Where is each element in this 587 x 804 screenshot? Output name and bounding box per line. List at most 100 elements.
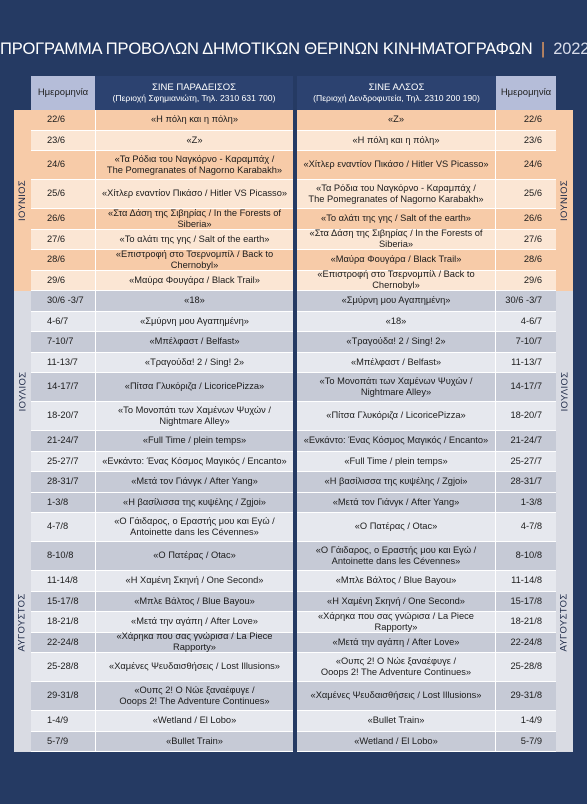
film-cell-paradeisos: «Στα Δάση της Σιβηρίας / In the Forests … (95, 207, 293, 230)
date-cell-left: 25/6 (31, 180, 95, 209)
film-cell-paradeisos: «Ουπς 2! Ο Νώε ξαναέφυγε / Ooops 2! The A… (95, 682, 293, 711)
table-header: Ημερομηνία ΣΙΝΕ ΠΑΡΑΔΕΙΣΟΣ (Περιοχή Σφημ… (31, 76, 556, 110)
table-row: 8-10/8 «Ο Πατέρας / Otac» «Ο Γάιδαρος, ο Ε… (31, 542, 556, 571)
film-cell-alsos: «Το αλάτι της γης / Salt of the earth» (297, 209, 496, 230)
film-cell-paradeisos: «Μετά τον Γιάνγκ / After Yang» (95, 472, 293, 493)
film-title-line: «Επιστροφή στο Τσερνομπίλ / Back to Cher… (115, 248, 274, 270)
film-title-line: «Η βασίλισσα της κυψέλης / Zgjoi» (123, 496, 266, 507)
film-cell-alsos: «Η πόλη και η πόλη» (297, 130, 496, 151)
month-label-text: ΑΥΓΟΥΣΤΟΣ (559, 593, 570, 652)
film-title-line: «Ζ» (387, 114, 405, 125)
date-cell-left: 28-31/7 (31, 472, 95, 493)
schedule-table: Ημερομηνία ΣΙΝΕ ΠΑΡΑΔΕΙΣΟΣ (Περιοχή Σφημ… (31, 76, 556, 752)
table-row: 25-28/8 «Χαμένες Ψευδαισθήσεις / Lost Ill… (31, 653, 556, 682)
film-cell-alsos: «Bullet Train» (297, 711, 496, 732)
column-divider (293, 270, 297, 291)
date-cell-right: 21-24/7 (496, 431, 556, 452)
table-row: 22-24/8 «Χάρηκα που σας γνώρισα / La Piec… (31, 631, 556, 653)
date-cell-left: 29/6 (31, 270, 95, 291)
date-cell-left: 11-13/7 (31, 352, 95, 373)
film-cell-paradeisos: «Τα Ρόδια του Ναγκόρνο - Καραμπάχ / The P… (95, 151, 293, 180)
column-divider (293, 711, 297, 732)
film-cell-paradeisos: «Μαύρα Φουγάρα / Black Trail» (95, 270, 293, 291)
cinema1-info: (Περιοχή Σφημιανιώτη, Τηλ. 2310 631 700) (112, 92, 276, 103)
table-row: 23/6 «Ζ» «Η πόλη και η πόλη» 23/6 (31, 130, 556, 151)
film-cell-paradeisos: «Μπλε Βάλτος / Blue Bayou» (95, 591, 293, 612)
column-divider (293, 612, 297, 633)
column-divider (293, 76, 297, 110)
film-title-line: «Το Μονοπάτι των Χαμένων Ψυχών / (118, 404, 271, 415)
header-cinema-paradeisos: ΣΙΝΕ ΠΑΡΑΔΕΙΣΟΣ (Περιοχή Σφημιανιώτη, Τη… (95, 76, 293, 110)
column-divider (293, 472, 297, 493)
column-divider (293, 492, 297, 513)
film-title-line: The Pomegranates of Nagorno Karabakh» (106, 165, 283, 175)
table-row: 7-10/7 «Μπέλφαστ / Belfast» «Τραγούδα! 2 /… (31, 332, 556, 353)
film-cell-paradeisos: «Wetland / El Lobo» (95, 711, 293, 732)
film-title-line: «Χάρηκα που σας γνώρισα / La Piece Rappo… (116, 631, 273, 653)
date-cell-left: 4-7/8 (31, 513, 95, 542)
title-year: 2022 (553, 40, 587, 58)
film-cell-alsos: «Ο Γάιδαρος, ο Εραστής μου και Εγώ / Anto… (297, 542, 496, 571)
column-divider (293, 632, 297, 653)
date-cell-right: 18-21/8 (496, 612, 556, 633)
date-cell-right: 22-24/8 (496, 632, 556, 653)
film-title-line: «Χαμένες Ψευδαισθήσεις / Lost Illusions» (109, 661, 280, 672)
film-title-line: «Η βασίλισσα της κυψέλης / Zgjoi» (324, 476, 468, 487)
month-label-left: ΙΟΥΝΙΟΣ (14, 110, 31, 291)
film-cell-alsos: «Ζ» (297, 110, 496, 131)
month-label-text: ΑΥΓΟΥΣΤΟΣ (17, 593, 28, 652)
table-row: 22/6 «Η πόλη και η πόλη» «Ζ» 22/6 (31, 110, 556, 131)
title-main: ΠΡΟΓΡΑΜΜΑ ΠΡΟΒΟΛΩΝ ΔΗΜΟΤΙΚΩΝ ΘΕΡΙΝΩΝ ΚΙΝ… (0, 40, 533, 58)
film-title-line: Antoinette dans les Cévennes» (130, 527, 259, 537)
film-title-line: «Επιστροφή στο Τσερνομπίλ / Back to Cher… (317, 269, 475, 291)
column-divider (293, 291, 297, 312)
date-cell-right: 24/6 (496, 151, 556, 180)
film-cell-alsos: «Σμύρνη μου Αγαπημένη» (297, 291, 496, 312)
film-cell-paradeisos: «Μπέλφαστ / Belfast» (95, 332, 293, 353)
date-cell-left: 1-4/9 (31, 711, 95, 732)
film-cell-alsos: «Χαμένες Ψευδαισθήσεις / Lost Illusions» (297, 682, 496, 711)
column-divider (293, 151, 297, 180)
date-cell-left: 5-7/9 (31, 731, 95, 752)
film-title-line: «Σμύρνη μου Αγαπημένη» (341, 295, 451, 306)
date-cell-left: 1-3/8 (31, 492, 95, 513)
film-title-line: «Στα Δάση της Σιβηρίας / In the Forests … (108, 207, 281, 229)
column-divider (293, 250, 297, 271)
column-divider (293, 110, 297, 131)
film-cell-alsos: «Μαύρα Φουγάρα / Black Trail» (297, 250, 496, 271)
film-cell-paradeisos: «Ζ» (95, 130, 293, 151)
date-cell-left: 14-17/7 (31, 373, 95, 402)
column-divider (293, 513, 297, 542)
film-title-line: «Η πόλη και η πόλη» (352, 134, 440, 145)
film-title-line: «18» (385, 315, 407, 326)
header-date-right: Ημερομηνία (496, 76, 556, 110)
film-cell-alsos: «Χίτλερ εναντίον Πικάσο / Hitler VS Pica… (297, 151, 496, 180)
date-cell-right: 7-10/7 (496, 332, 556, 353)
film-cell-alsos: «Μπλε Βάλτος / Blue Bayou» (297, 571, 496, 592)
film-cell-alsos: «Ο Πατέρας / Otac» (297, 513, 496, 542)
film-cell-alsos: «Μπέλφαστ / Belfast» (297, 352, 496, 373)
month-label-text: ΙΟΥΝΙΟΣ (559, 180, 571, 221)
column-divider (293, 682, 297, 711)
column-divider (293, 731, 297, 752)
date-cell-right: 28-31/7 (496, 472, 556, 493)
column-divider (293, 542, 297, 571)
month-label-left: ΑΥΓΟΥΣΤΟΣ (14, 492, 31, 752)
month-label-right: ΑΥΓΟΥΣΤΟΣ (556, 492, 573, 752)
month-label-right: ΙΟΥΛΙΟΣ (556, 291, 573, 493)
date-cell-left: 7-10/7 (31, 332, 95, 353)
film-title-line: «Η πόλη και η πόλη» (151, 114, 238, 125)
date-cell-left: 18-21/8 (31, 612, 95, 633)
table-row: 25-27/7 «Ενκάντο: Ένας Κόσμος Μαγικός / E… (31, 451, 556, 472)
film-cell-paradeisos: «Επιστροφή στο Τσερνομπίλ / Back to Cher… (95, 248, 293, 271)
date-cell-right: 28/6 (496, 250, 556, 271)
film-cell-alsos: «Μετά την αγάπη / After Love» (297, 632, 496, 653)
table-row: 4-6/7 «Σμύρνη μου Αγαπημένη» «18» 4-6/7 (31, 311, 556, 332)
film-cell-paradeisos: «18» (95, 291, 293, 312)
date-cell-left: 22-24/8 (31, 632, 95, 653)
date-cell-left: 25-28/8 (31, 653, 95, 682)
column-divider (293, 130, 297, 151)
date-cell-right: 25/6 (496, 180, 556, 209)
date-cell-left: 15-17/8 (31, 591, 95, 612)
film-title-line: «Πίτσα Γλυκόριζα / LicoricePizza» (326, 410, 466, 421)
